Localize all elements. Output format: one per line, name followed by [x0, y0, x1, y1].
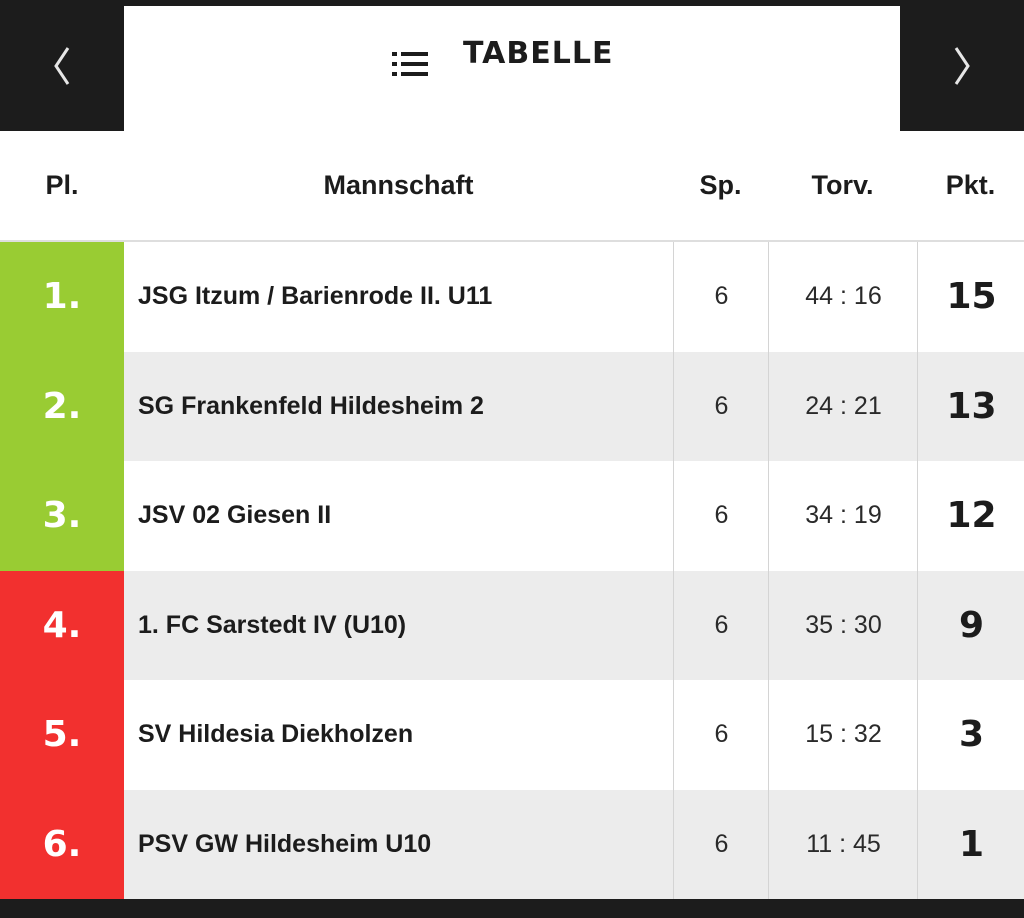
place-cell: 3.: [0, 461, 124, 571]
points-cell: 9: [917, 570, 1024, 680]
goals-cell: 24 : 21: [768, 351, 918, 461]
column-header-points: Pkt.: [945, 170, 996, 200]
team-name: JSG Itzum / Barienrode II. U11: [138, 282, 493, 311]
played-cell: 6: [673, 242, 769, 352]
column-header-goals: Torv.: [811, 170, 874, 200]
standings-table: 1. JSG Itzum / Barienrode II. U11 6 44 :…: [0, 242, 1024, 899]
goals-cell: 34 : 19: [768, 461, 918, 571]
next-button[interactable]: [900, 0, 1024, 131]
page-title: TABELLE: [463, 35, 614, 71]
team-name: SV Hildesia Diekholzen: [138, 720, 414, 749]
table-row[interactable]: 5. SV Hildesia Diekholzen 6 15 : 32 3: [0, 680, 1024, 790]
table-row[interactable]: 4. 1. FC Sarstedt IV (U10) 6 35 : 30 9: [0, 570, 1024, 680]
bottom-bar: [0, 899, 1024, 918]
points-cell: 15: [917, 242, 1024, 352]
place-cell: 2.: [0, 351, 124, 461]
table-row[interactable]: 3. JSV 02 Giesen II 6 34 : 19 12: [0, 461, 1024, 571]
column-header-played: Sp.: [699, 170, 742, 200]
list-icon[interactable]: [392, 50, 428, 78]
place-cell: 1.: [0, 242, 124, 352]
points-cell: 3: [917, 680, 1024, 790]
column-header-team: Mannschaft: [323, 170, 474, 200]
table-row[interactable]: 1. JSG Itzum / Barienrode II. U11 6 44 :…: [0, 242, 1024, 352]
goals-cell: 11 : 45: [768, 789, 918, 899]
team-name: SG Frankenfeld Hildesheim 2: [138, 391, 484, 420]
team-name: 1. FC Sarstedt IV (U10): [138, 610, 407, 639]
place-cell: 4.: [0, 570, 124, 680]
column-header-place: Pl.: [45, 170, 79, 200]
goals-cell: 35 : 30: [768, 570, 918, 680]
place-cell: 5.: [0, 680, 124, 790]
played-cell: 6: [673, 570, 769, 680]
points-cell: 12: [917, 461, 1024, 571]
played-cell: 6: [673, 461, 769, 571]
played-cell: 6: [673, 680, 769, 790]
goals-cell: 15 : 32: [768, 680, 918, 790]
chevron-right-icon: [954, 46, 970, 85]
table-row[interactable]: 6. PSV GW Hildesheim U10 6 11 : 45 1: [0, 789, 1024, 899]
place-cell: 6.: [0, 789, 124, 899]
team-name: PSV GW Hildesheim U10: [138, 829, 432, 858]
goals-cell: 44 : 16: [768, 242, 918, 352]
played-cell: 6: [673, 351, 769, 461]
played-cell: 6: [673, 789, 769, 899]
title-tab: TABELLE: [124, 6, 900, 131]
table-header: Pl. Mannschaft Sp. Torv. Pkt.: [0, 131, 1024, 242]
points-cell: 13: [917, 351, 1024, 461]
previous-button[interactable]: [0, 0, 124, 131]
team-name: JSV 02 Giesen II: [138, 501, 332, 530]
chevron-left-icon: [54, 46, 70, 85]
points-cell: 1: [917, 789, 1024, 899]
table-row[interactable]: 2. SG Frankenfeld Hildesheim 2 6 24 : 21…: [0, 351, 1024, 461]
